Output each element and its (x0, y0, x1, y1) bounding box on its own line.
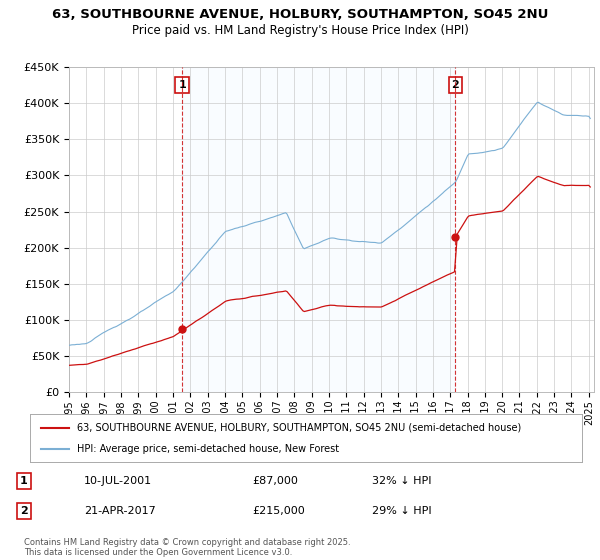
Text: £215,000: £215,000 (252, 506, 305, 516)
Text: 10-JUL-2001: 10-JUL-2001 (84, 476, 152, 486)
Text: 63, SOUTHBOURNE AVENUE, HOLBURY, SOUTHAMPTON, SO45 2NU (semi-detached house): 63, SOUTHBOURNE AVENUE, HOLBURY, SOUTHAM… (77, 423, 521, 433)
Text: 21-APR-2017: 21-APR-2017 (84, 506, 156, 516)
Bar (182, 67, 455, 392)
Text: £87,000: £87,000 (252, 476, 298, 486)
Text: 63, SOUTHBOURNE AVENUE, HOLBURY, SOUTHAMPTON, SO45 2NU: 63, SOUTHBOURNE AVENUE, HOLBURY, SOUTHAM… (52, 8, 548, 21)
Text: 32% ↓ HPI: 32% ↓ HPI (372, 476, 431, 486)
Text: 2: 2 (452, 80, 459, 90)
Text: 29% ↓ HPI: 29% ↓ HPI (372, 506, 431, 516)
Text: 1: 1 (20, 476, 28, 486)
Text: HPI: Average price, semi-detached house, New Forest: HPI: Average price, semi-detached house,… (77, 444, 339, 454)
Text: Price paid vs. HM Land Registry's House Price Index (HPI): Price paid vs. HM Land Registry's House … (131, 24, 469, 36)
Text: 1: 1 (178, 80, 186, 90)
Text: 2: 2 (20, 506, 28, 516)
Text: Contains HM Land Registry data © Crown copyright and database right 2025.
This d: Contains HM Land Registry data © Crown c… (24, 538, 350, 557)
